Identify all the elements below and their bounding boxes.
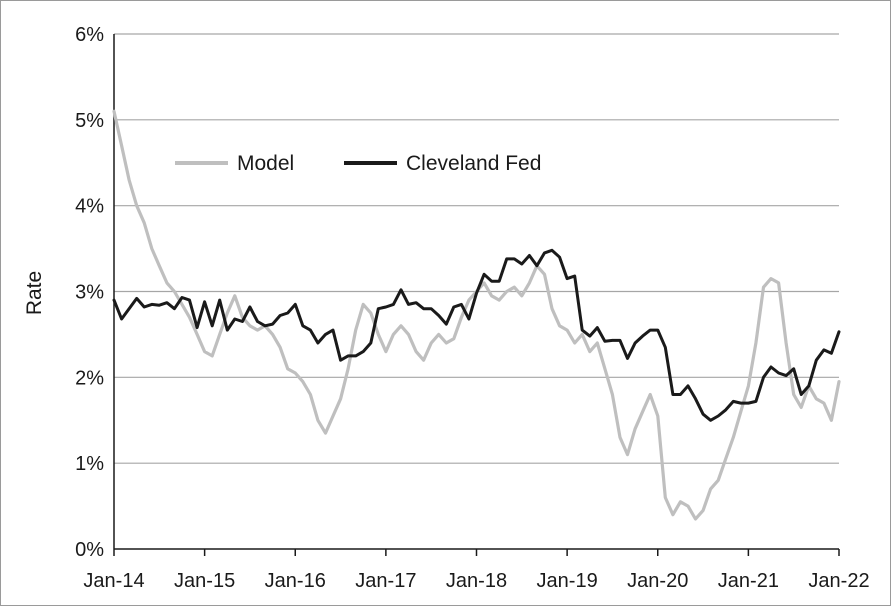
y-tick-label: 3% — [75, 282, 104, 304]
y-tick-label: 5% — [75, 110, 104, 132]
x-tick-label: Jan-22 — [808, 570, 869, 592]
y-tick-label: 4% — [75, 196, 104, 218]
y-tick-label: 1% — [75, 453, 104, 475]
x-tick-label: Jan-14 — [83, 570, 144, 592]
x-tick-label: Jan-15 — [174, 570, 235, 592]
legend-label-model: Model — [237, 152, 294, 175]
series-lines — [112, 109, 841, 521]
x-tick-label: Jan-21 — [718, 570, 779, 592]
grid-lines — [114, 33, 839, 464]
legend: Model Cleveland Fed — [175, 152, 541, 175]
x-tick-label: Jan-18 — [446, 570, 507, 592]
y-tick-label: 2% — [75, 367, 104, 389]
y-tick-label: 0% — [75, 539, 104, 561]
y-axis-title: Rate — [23, 271, 46, 315]
y-tick-label: 6% — [75, 24, 104, 46]
axes: 0% 1% 2% 3% 4% 5% 6% Jan-14 Jan-15 Jan-16 Jan-17 Ja… — [75, 24, 869, 592]
legend-label-cleveland-fed: Cleveland Fed — [406, 152, 541, 175]
series-line-cleveland-fed — [112, 248, 841, 422]
x-tick-label: Jan-19 — [537, 570, 598, 592]
x-tick-label: Jan-16 — [265, 570, 326, 592]
x-tick-label: Jan-17 — [355, 570, 416, 592]
x-tick-label: Jan-20 — [627, 570, 688, 592]
